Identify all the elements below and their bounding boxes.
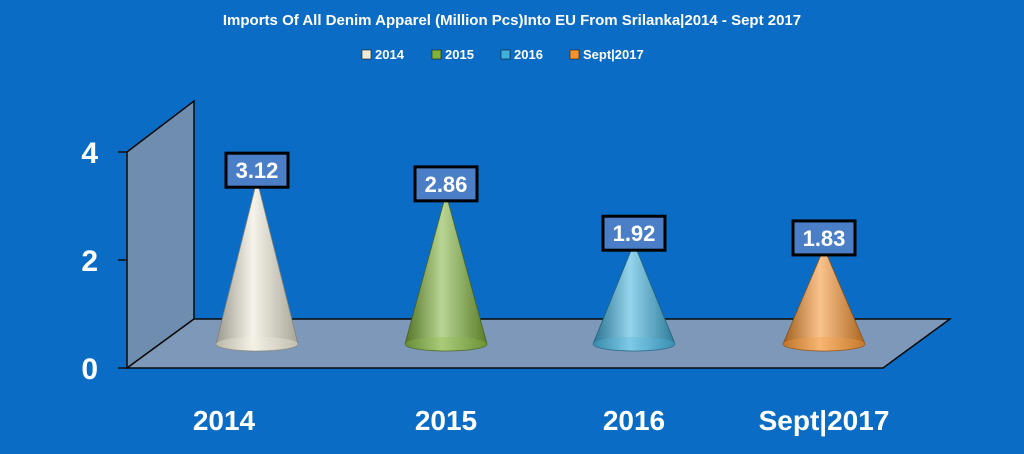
cone-2015 <box>404 192 488 352</box>
data-label-2014: 3.12 <box>224 151 290 189</box>
data-label-sept-2017: 1.83 <box>791 219 857 257</box>
legend-swatch <box>431 49 442 60</box>
legend-swatch <box>361 49 372 60</box>
y-tick-label: 0 <box>81 353 98 386</box>
legend-item-sept-2017: Sept|2017 <box>569 47 644 62</box>
x-tick-label-2016: 2016 <box>603 405 665 436</box>
cone-base <box>216 337 298 351</box>
legend-swatch <box>569 49 580 60</box>
cone-series <box>215 180 866 352</box>
data-label-text: 2.86 <box>425 172 468 197</box>
x-axis: 2014 2015 2016 Sept|2017 <box>193 405 890 436</box>
legend: 2014 2015 2016 Sept|2017 <box>361 47 644 62</box>
y-tick-label: 2 <box>81 245 98 278</box>
cone-body <box>592 242 676 352</box>
cone-base <box>405 337 487 351</box>
floor <box>124 318 953 369</box>
data-label-box <box>224 151 290 189</box>
data-label-text: 1.92 <box>613 221 656 246</box>
cone-body <box>404 192 488 352</box>
legend-item-2014: 2014 <box>361 47 405 62</box>
data-label-2016: 1.92 <box>601 214 667 252</box>
cone-sept-2017 <box>782 246 866 352</box>
cone-2014 <box>215 180 299 352</box>
cone-body <box>215 180 299 352</box>
legend-label: Sept|2017 <box>583 47 644 62</box>
legend-label: 2015 <box>445 47 474 62</box>
cone-body <box>782 246 866 352</box>
cone-base <box>593 337 675 351</box>
data-label-box <box>601 214 667 252</box>
x-tick-label-2014: 2014 <box>193 405 256 436</box>
data-label-text: 1.83 <box>803 226 846 251</box>
x-tick-label-sept-2017: Sept|2017 <box>759 405 890 436</box>
x-tick-label-2015: 2015 <box>415 405 477 436</box>
data-label-box <box>791 219 857 257</box>
legend-item-2016: 2016 <box>500 47 543 62</box>
data-labels: 3.12 2.86 1.92 1.83 <box>224 151 857 257</box>
y-axis: 0 2 4 <box>81 137 127 386</box>
legend-swatch <box>500 49 511 60</box>
data-label-2015: 2.86 <box>413 165 479 203</box>
cone-base <box>783 337 865 351</box>
chart-title: Imports Of All Denim Apparel (Million Pc… <box>223 12 801 29</box>
data-label-box <box>413 165 479 203</box>
legend-label: 2016 <box>514 47 543 62</box>
y-tick-label: 4 <box>81 137 98 170</box>
legend-item-2015: 2015 <box>431 47 474 62</box>
legend-label: 2014 <box>375 47 405 62</box>
cone-2016 <box>592 242 676 352</box>
data-label-text: 3.12 <box>236 158 279 183</box>
